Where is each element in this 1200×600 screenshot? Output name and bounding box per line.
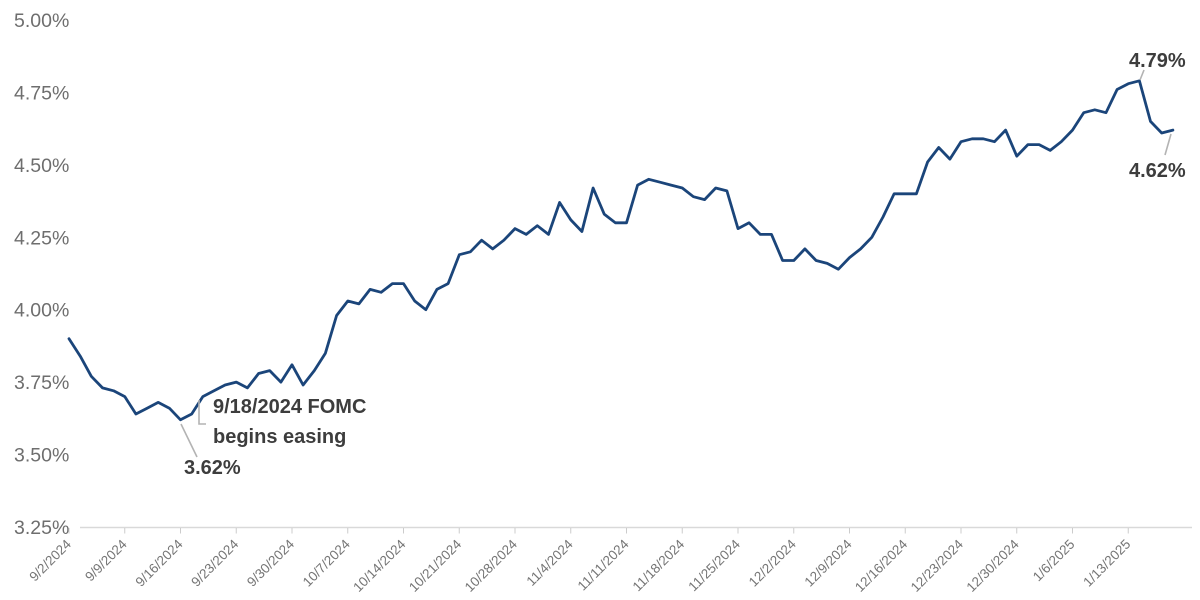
end-leader-line xyxy=(1164,133,1172,156)
y-tick-label: 3.50% xyxy=(14,445,69,467)
y-tick-label: 3.25% xyxy=(14,517,69,539)
annotation-low-value: 3.62% xyxy=(184,457,241,479)
y-tick-label: 4.75% xyxy=(14,82,69,104)
annotation-peak-value: 4.79% xyxy=(1129,50,1186,72)
x-axis-tick-labels: 9/2/2024 9/9/2024 9/16/2024 9/23/2024 9/30/2… xyxy=(26,536,1133,595)
annotations: 9/18/2024 FOMC begins easing 3.62% 4.79%… xyxy=(184,50,1186,479)
x-axis: 9/2/2024 9/9/2024 9/16/2024 9/23/2024 9/30/2… xyxy=(26,526,1192,595)
x-tick-label: 10/14/2024 xyxy=(350,536,409,595)
x-tick-label: 1/6/2025 xyxy=(1030,537,1078,585)
x-tick-label: 9/30/2024 xyxy=(244,536,297,589)
x-tick-label: 12/23/2024 xyxy=(908,536,967,595)
annotation-fomc: 9/18/2024 FOMC begins easing xyxy=(213,396,372,448)
y-tick-label: 4.25% xyxy=(14,227,69,249)
x-tick-label: 9/9/2024 xyxy=(82,536,130,584)
x-tick-label: 11/25/2024 xyxy=(685,536,743,594)
low-leader-line xyxy=(180,423,198,458)
x-tick-label: 12/2/2024 xyxy=(746,536,799,589)
y-tick-label: 3.75% xyxy=(14,372,69,394)
x-tick-label: 1/13/2025 xyxy=(1080,537,1133,590)
x-axis-tick-marks xyxy=(68,528,1129,534)
x-tick-label: 12/9/2024 xyxy=(802,536,855,589)
x-tick-label: 9/23/2024 xyxy=(188,536,241,589)
yield-line-series xyxy=(67,79,1175,422)
y-tick-label: 4.50% xyxy=(14,155,69,177)
x-tick-label: 12/16/2024 xyxy=(852,536,911,595)
x-tick-label: 10/28/2024 xyxy=(462,536,521,595)
annotation-leader-lines xyxy=(180,69,1172,458)
y-axis-labels: 5.00% 4.75% 4.50% 4.25% 4.00% 3.75% 3.50% 3.25% xyxy=(14,10,69,539)
y-tick-label: 4.00% xyxy=(14,300,69,322)
x-tick-label: 11/11/2024 xyxy=(575,536,632,593)
fomc-leader-line xyxy=(198,400,206,425)
x-tick-label: 11/18/2024 xyxy=(630,536,688,594)
x-tick-label: 9/16/2024 xyxy=(133,536,186,589)
x-tick-label: 11/4/2024 xyxy=(524,536,577,589)
annotation-end-value: 4.62% xyxy=(1129,160,1186,182)
x-tick-label: 10/21/2024 xyxy=(406,536,465,595)
x-tick-label: 12/30/2024 xyxy=(963,536,1022,595)
x-tick-label: 9/2/2024 xyxy=(26,536,74,584)
peak-leader-line xyxy=(1139,69,1145,81)
y-tick-label: 5.00% xyxy=(14,10,69,32)
x-tick-label: 10/7/2024 xyxy=(300,536,353,589)
